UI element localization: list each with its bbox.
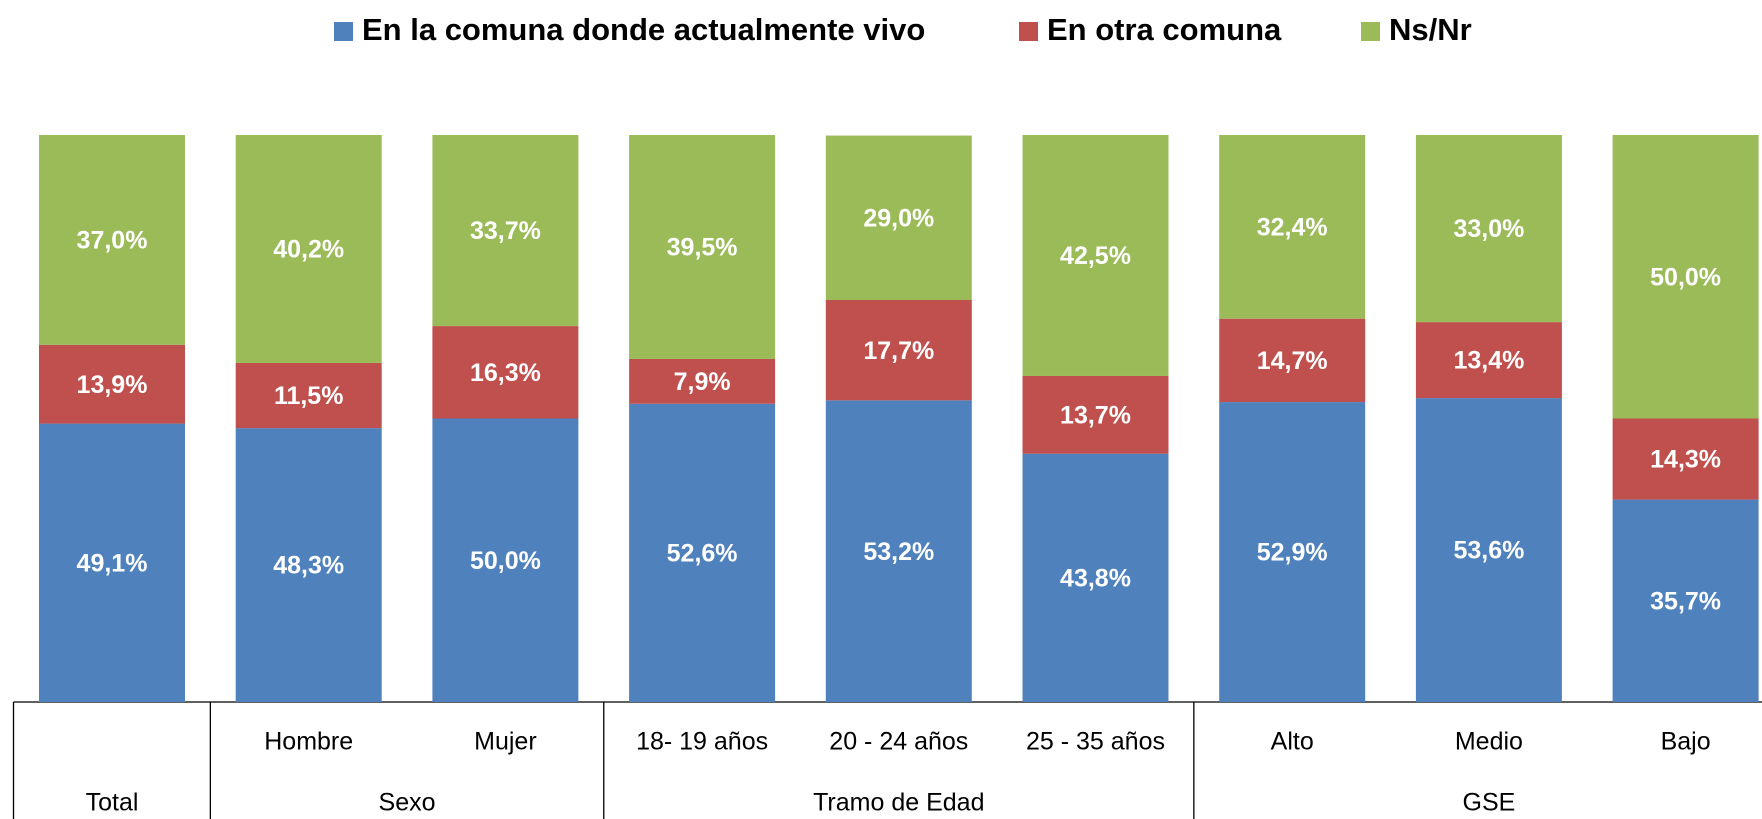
bar-segment	[825, 135, 972, 300]
bar-segment	[1219, 135, 1366, 319]
bar-segment	[1612, 135, 1759, 419]
category-label: Bajo	[1661, 728, 1711, 756]
bar-segment	[432, 135, 579, 327]
bar-segment	[39, 344, 185, 424]
bar-segment	[825, 400, 972, 702]
legend-swatch	[1019, 22, 1038, 41]
bar-segment	[39, 135, 185, 345]
data-label: 43,8%	[1060, 564, 1131, 592]
data-label: 11,5%	[274, 382, 344, 410]
data-label: 52,6%	[667, 539, 738, 567]
bar-segment	[1612, 418, 1759, 500]
data-label: 35,7%	[1650, 587, 1721, 615]
group-label: Tramo de Edad	[813, 789, 984, 817]
data-label: 33,7%	[470, 217, 541, 245]
data-label: 53,2%	[863, 538, 934, 566]
data-label: 14,3%	[1650, 446, 1721, 474]
group-label: Sexo	[379, 789, 436, 817]
bar-segment	[1022, 375, 1169, 454]
data-label: 33,0%	[1453, 215, 1524, 243]
category-label: Medio	[1455, 728, 1523, 756]
data-label: 52,9%	[1257, 539, 1328, 567]
bar-segment	[432, 326, 579, 419]
category-label: 20 - 24 años	[829, 728, 968, 756]
data-label: 32,4%	[1257, 213, 1328, 241]
legend-label: En la comuna donde actualmente vivo	[362, 12, 925, 47]
data-label: 16,3%	[470, 359, 541, 387]
bar-segment	[1219, 318, 1366, 403]
bar-segment	[1612, 499, 1759, 702]
bar-segment	[1415, 398, 1562, 702]
bar-segment	[39, 423, 185, 702]
data-label: 13,4%	[1453, 347, 1524, 375]
bar-segment	[235, 362, 382, 429]
category-label: 25 - 35 años	[1026, 728, 1165, 756]
bar-segment	[1022, 453, 1169, 702]
data-label: 50,0%	[1650, 263, 1721, 291]
group-label: GSE	[1463, 789, 1516, 817]
bar-segment	[1415, 322, 1562, 399]
bar-segment	[825, 299, 972, 401]
group-label: Total	[86, 789, 139, 817]
bar-segment	[629, 358, 776, 404]
data-label: 7,9%	[674, 368, 731, 396]
data-label: 14,7%	[1257, 347, 1328, 375]
category-label: 18- 19 años	[636, 728, 768, 756]
data-label: 48,3%	[273, 552, 344, 580]
legend-label: En otra comuna	[1047, 12, 1282, 47]
data-label: 13,9%	[77, 371, 148, 399]
category-label: Alto	[1271, 728, 1314, 756]
data-label: 53,6%	[1453, 537, 1524, 565]
data-label: 29,0%	[863, 204, 934, 232]
data-label: 13,7%	[1060, 401, 1131, 429]
bar-segment	[1415, 135, 1562, 323]
category-label: Hombre	[264, 728, 353, 756]
bar-segment	[235, 135, 382, 363]
bar-segment	[432, 418, 579, 702]
bar-segment	[235, 428, 382, 702]
bar-segment	[1219, 402, 1366, 702]
data-label: 37,0%	[77, 227, 148, 255]
data-label: 39,5%	[667, 234, 738, 262]
legend-swatch	[334, 22, 353, 41]
legend-swatch	[1361, 22, 1380, 41]
category-label: Mujer	[474, 728, 537, 756]
data-label: 49,1%	[77, 549, 148, 577]
bar-segment	[629, 135, 776, 359]
legend-label: Ns/Nr	[1389, 12, 1472, 47]
bar-segment	[1022, 135, 1169, 376]
data-label: 40,2%	[273, 236, 344, 264]
data-label: 17,7%	[863, 337, 934, 365]
data-label: 50,0%	[470, 547, 541, 575]
bar-segment	[629, 403, 776, 702]
data-label: 42,5%	[1060, 242, 1131, 270]
